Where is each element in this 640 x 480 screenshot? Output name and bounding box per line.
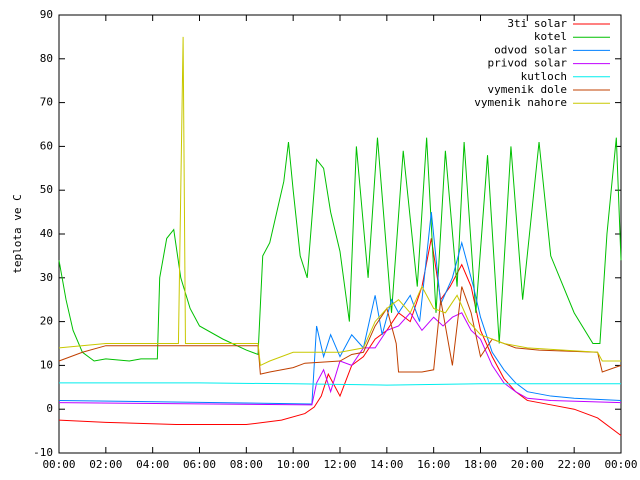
- y-tick-label: 60: [40, 139, 53, 152]
- legend-label: privod solar: [488, 57, 568, 70]
- x-tick-label: 04:00: [136, 458, 169, 471]
- series-line: [58, 36, 621, 367]
- legend-label: kotel: [534, 30, 567, 43]
- legend-label: odvod solar: [494, 43, 567, 56]
- x-tick-label: 12:00: [323, 458, 356, 471]
- x-tick-label: 02:00: [89, 458, 122, 471]
- x-tick-label: 10:00: [277, 458, 310, 471]
- y-tick-label: 80: [40, 52, 53, 65]
- legend-label: vymenik nahore: [474, 96, 567, 109]
- series-line: [59, 382, 621, 386]
- series-line: [58, 286, 622, 375]
- y-tick-label: 40: [40, 227, 53, 240]
- legend-label: vymenik dole: [488, 83, 567, 96]
- x-tick-label: 14:00: [370, 458, 403, 471]
- x-tick-label: 22:00: [558, 458, 591, 471]
- legend-label: kutloch: [521, 70, 567, 83]
- y-tick-label: 50: [40, 183, 53, 196]
- y-tick-label: 20: [40, 315, 53, 328]
- legend-label: 3ti solar: [507, 17, 567, 30]
- y-tick-label: 90: [40, 8, 53, 21]
- series-line: [58, 137, 622, 362]
- x-tick-label: 06:00: [183, 458, 216, 471]
- y-tick-label: -10: [33, 446, 53, 459]
- y-axis-label: teplota ve C: [11, 194, 24, 273]
- x-tick-label: 00:00: [42, 458, 75, 471]
- y-tick-label: 30: [40, 271, 53, 284]
- x-tick-label: 18:00: [464, 458, 497, 471]
- series-line: [58, 312, 622, 406]
- y-tick-label: 0: [46, 402, 53, 415]
- x-tick-label: 08:00: [230, 458, 263, 471]
- x-tick-label: 00:00: [604, 458, 637, 471]
- series-line: [58, 238, 622, 436]
- y-tick-label: 70: [40, 96, 53, 109]
- y-tick-label: 10: [40, 358, 53, 371]
- series-line: [58, 212, 622, 405]
- x-tick-label: 20:00: [511, 458, 544, 471]
- x-tick-label: 16:00: [417, 458, 450, 471]
